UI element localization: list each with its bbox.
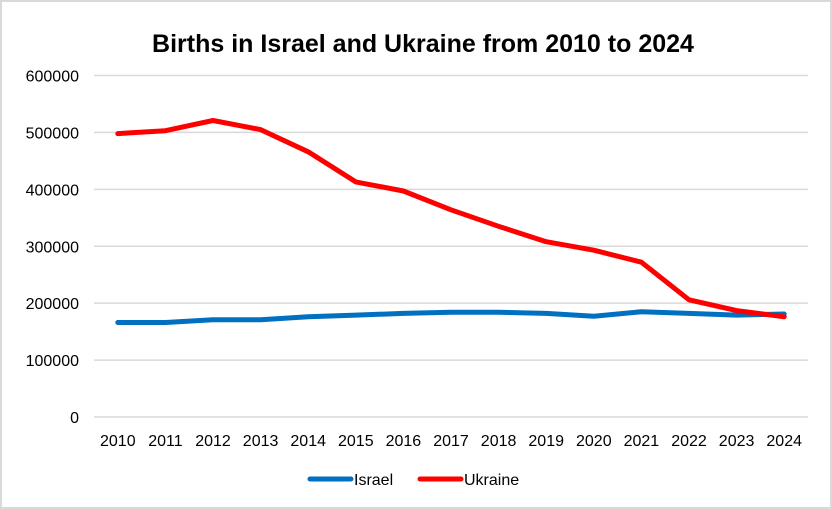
x-tick-label: 2020 [576, 433, 612, 450]
x-tick-label: 2014 [290, 433, 326, 450]
y-tick-label: 200000 [26, 296, 79, 313]
gridlines [94, 74, 808, 418]
series-line-ukraine [115, 118, 787, 320]
x-tick-label: 2017 [433, 433, 469, 450]
x-tick-label: 2012 [195, 433, 231, 450]
x-tick-label: 2015 [338, 433, 374, 450]
y-tick-label: 600000 [26, 69, 79, 86]
series-israel [115, 309, 787, 325]
x-tick-label: 2013 [243, 433, 279, 450]
y-tick-label: 100000 [26, 353, 79, 370]
y-axis-tick-labels: 0 100000 200000 300000 400000 500000 600000 [26, 69, 79, 428]
x-tick-label: 2024 [766, 433, 802, 450]
legend-label: Ukraine [464, 472, 519, 489]
x-tick-label: 2016 [386, 433, 422, 450]
series-ukraine [115, 118, 787, 320]
y-tick-label: 500000 [26, 125, 79, 142]
legend-item-israel: Israel [307, 472, 393, 489]
y-tick-label: 0 [70, 410, 79, 427]
x-axis-tick-labels: 2010 2011 2012 2013 2014 2015 2016 2017 2018 2019… [100, 433, 802, 450]
y-tick-label: 400000 [26, 182, 79, 199]
x-tick-label: 2021 [624, 433, 660, 450]
y-tick-label: 300000 [26, 239, 79, 256]
legend-label: Israel [354, 472, 393, 489]
chart-title: Births in Israel and Ukraine from 2010 t… [152, 30, 694, 58]
x-tick-label: 2023 [719, 433, 755, 450]
legend: Israel Ukraine [307, 472, 519, 489]
x-tick-label: 2011 [148, 433, 183, 450]
x-tick-label: 2019 [528, 433, 564, 450]
series-line-israel [115, 309, 787, 325]
legend-item-ukraine: Ukraine [417, 472, 519, 489]
series-lines [115, 118, 787, 325]
x-tick-label: 2022 [671, 433, 707, 450]
x-tick-label: 2010 [100, 433, 136, 450]
x-tick-label: 2018 [481, 433, 517, 450]
